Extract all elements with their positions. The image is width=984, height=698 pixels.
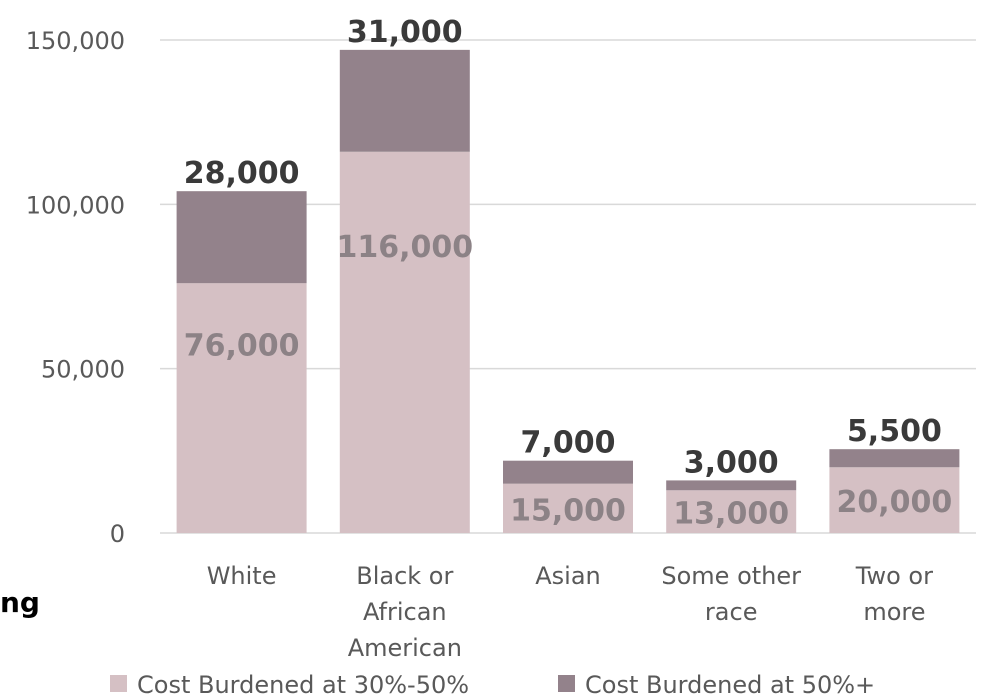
y-tick-label: 0 [110,520,125,548]
bar-segment-30-50 [339,151,470,533]
bars: 76,000 28,000 116,000 31,000 15,000 7,000 13,0… [176,15,960,533]
data-label-30-50: 20,000 [837,485,953,520]
x-tick-line: American [348,634,462,662]
x-axis: White Black or African American Asian Some ot… [207,562,933,662]
legend-label: Cost Burdened at 50%+ [585,671,875,698]
legend-swatch [558,675,575,692]
x-tick-label: Some other race [661,562,801,626]
bar-segment-30-50 [176,283,307,533]
bar-segment-30-50 [829,467,960,533]
bar-segment-50-plus [176,191,307,284]
x-tick-line: Some other [661,562,801,590]
data-label-30-50: 116,000 [336,230,473,265]
data-label-50-plus: 28,000 [184,156,300,191]
y-axis: 0 50,000 100,000 150,000 [26,27,125,548]
x-tick-label: Two or more [855,562,933,626]
data-label-50-plus: 7,000 [521,426,616,461]
x-tick-line: more [863,598,925,626]
bar-segment-50-plus [666,480,797,491]
bar-segment-30-50 [666,490,797,533]
y-tick-label: 50,000 [41,356,125,384]
data-label-30-50: 76,000 [184,329,300,364]
bar-segment-50-plus [829,449,960,468]
x-tick-line: Black or [356,562,453,590]
data-label-30-50: 13,000 [673,497,789,532]
x-tick-line: White [207,562,277,590]
legend-label: Cost Burdened at 30%-50% [137,671,469,698]
legend-swatch [110,675,127,692]
x-tick-line: African [363,598,447,626]
side-text-fragment: ng [0,586,40,619]
data-label-30-50: 15,000 [510,493,626,528]
y-tick-label: 100,000 [26,191,125,219]
x-tick-label: Black or African American [348,562,462,662]
y-tick-label: 150,000 [26,27,125,55]
bar-segment-30-50 [503,483,633,533]
x-tick-line: race [705,598,758,626]
x-tick-line: Asian [535,562,601,590]
x-tick-label: Asian [535,562,601,590]
data-label-50-plus: 5,500 [847,414,942,449]
x-tick-line: Two or [855,562,933,590]
x-tick-label: White [207,562,277,590]
bar-segment-50-plus [339,49,470,152]
data-label-50-plus: 3,000 [684,445,779,480]
data-label-50-plus: 31,000 [347,15,463,50]
legend: Cost Burdened at 30%-50% Cost Burdened at… [110,671,875,698]
bar-segment-50-plus [503,460,633,484]
